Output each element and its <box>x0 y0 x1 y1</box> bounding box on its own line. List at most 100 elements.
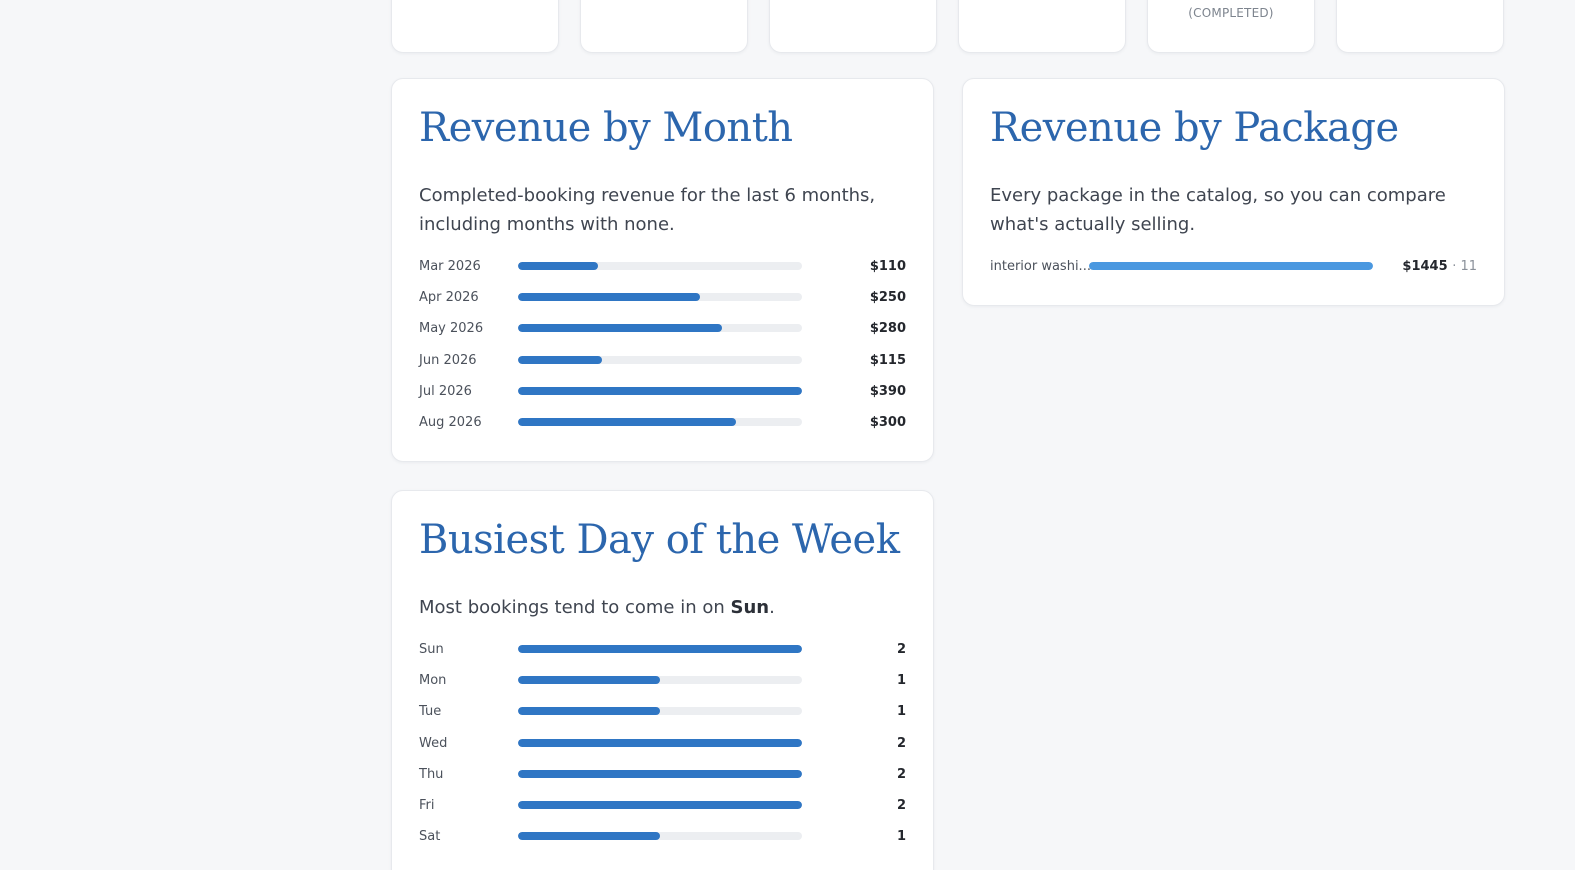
stat-card-2 <box>580 0 748 53</box>
day-row: Thu 2 <box>419 765 906 785</box>
package-value: $1445 · 11 <box>1402 259 1477 274</box>
day-bar-track <box>518 707 802 716</box>
month-bar-fill <box>518 355 602 364</box>
month-label: Aug 2026 <box>419 415 482 430</box>
day-row: Wed 2 <box>419 734 906 754</box>
description-prefix: Most bookings tend to come in on <box>419 597 731 618</box>
busiest-day-name: Sun <box>730 597 770 618</box>
day-bar-track <box>518 832 802 841</box>
package-label: interior washi... <box>990 259 1091 274</box>
day-bar-fill <box>518 769 802 778</box>
month-label: Apr 2026 <box>419 290 479 306</box>
day-bar-fill <box>518 676 660 685</box>
day-label: Sun <box>419 642 444 657</box>
month-label: Mar 2026 <box>419 259 481 274</box>
day-label: Wed <box>419 735 448 751</box>
day-bar-fill <box>518 801 802 809</box>
stat-card-5: (COMPLETED) <box>1147 0 1315 53</box>
package-count: · 11 <box>1452 259 1477 274</box>
panel-description: Completed-booking revenue for the last 6… <box>419 185 876 235</box>
day-value: 2 <box>897 736 906 751</box>
revenue-by-month-panel: Revenue by Month Completed-booking reven… <box>391 78 934 462</box>
day-amount: 2 <box>896 766 906 782</box>
day-amount: 2 <box>896 735 906 751</box>
stat-card-1 <box>391 0 559 53</box>
panel-title: Busiest Day of the Week <box>419 517 900 563</box>
day-bar-track <box>518 738 802 747</box>
description-suffix: . <box>769 597 775 618</box>
month-bar-track <box>518 324 802 333</box>
stat-card-note: (COMPLETED) <box>1188 6 1274 20</box>
month-amount: $110 <box>869 259 906 274</box>
day-amount: 1 <box>896 704 906 720</box>
month-amount: $300 <box>869 415 906 430</box>
package-row: interior washi... $1445 · 11 <box>990 257 1477 277</box>
month-label: May 2026 <box>419 321 484 337</box>
panel-description: Most bookings tend to come in on Sun. <box>419 593 904 622</box>
month-row: Jun 2026 $115 <box>419 351 906 371</box>
day-row: Tue 1 <box>419 702 906 722</box>
month-value: $110 <box>870 259 906 274</box>
month-label: Jun 2026 <box>419 352 477 368</box>
panel-description: Every package in the catalog, so you can… <box>990 185 1446 235</box>
month-bar-fill <box>518 293 701 302</box>
package-amount: $1445 <box>1402 259 1448 274</box>
day-amount: 2 <box>896 642 906 657</box>
day-value: 2 <box>897 767 906 782</box>
month-row: Jul 2026 $390 <box>419 382 906 402</box>
month-value: $280 <box>870 321 906 336</box>
day-bar-track <box>518 769 802 778</box>
busiest-day-panel: Busiest Day of the Week Most bookings te… <box>391 490 934 870</box>
day-bar-fill <box>518 832 660 841</box>
day-label: Thu <box>419 766 444 782</box>
month-bar-track <box>518 262 802 270</box>
stat-card-4 <box>958 0 1126 53</box>
day-value: 2 <box>897 798 906 813</box>
day-label: Sat <box>419 829 441 845</box>
day-bar-fill <box>518 645 802 653</box>
day-bar-track <box>518 676 802 685</box>
month-row: May 2026 $280 <box>419 319 906 339</box>
month-label: Jul 2026 <box>419 383 472 399</box>
day-bar-fill <box>518 738 802 747</box>
month-bar-track <box>518 293 802 302</box>
day-label: Mon <box>419 673 447 689</box>
revenue-by-package-panel: Revenue by Package Every package in the … <box>962 78 1505 306</box>
month-bar-track <box>518 418 802 426</box>
month-value: $300 <box>870 415 906 430</box>
stat-card-6 <box>1336 0 1504 53</box>
month-row: Apr 2026 $250 <box>419 288 906 308</box>
month-amount: $280 <box>869 321 906 337</box>
month-bar-track <box>518 355 802 364</box>
day-value: 1 <box>897 704 906 719</box>
day-row: Fri 2 <box>419 796 906 816</box>
day-bar-track <box>518 801 802 809</box>
month-bar-fill <box>518 262 599 270</box>
day-label: Fri <box>419 798 435 813</box>
day-value: 1 <box>897 673 906 688</box>
month-value: $250 <box>870 290 906 305</box>
day-bar-track <box>518 645 802 653</box>
panel-title: Revenue by Month <box>419 105 793 151</box>
package-bar-fill <box>1089 262 1373 270</box>
month-bar-fill <box>518 418 737 426</box>
month-row: Mar 2026 $110 <box>419 257 906 277</box>
month-value: $390 <box>870 384 906 399</box>
day-value: 2 <box>897 642 906 657</box>
month-bar-fill <box>518 386 802 395</box>
day-row: Sat 1 <box>419 827 906 847</box>
panel-title: Revenue by Package <box>990 105 1399 151</box>
month-amount: $390 <box>869 383 906 399</box>
stat-card-3 <box>769 0 937 53</box>
month-amount: $250 <box>869 290 906 306</box>
month-bar-fill <box>518 324 722 333</box>
month-value: $115 <box>870 353 906 368</box>
day-amount: 1 <box>896 673 906 689</box>
day-value: 1 <box>897 829 906 844</box>
day-amount: 2 <box>896 798 906 813</box>
day-row: Mon 1 <box>419 671 906 691</box>
month-bar-track <box>518 386 802 395</box>
month-row: Aug 2026 $300 <box>419 413 906 433</box>
package-bar-track <box>1089 262 1373 270</box>
day-bar-fill <box>518 707 660 716</box>
